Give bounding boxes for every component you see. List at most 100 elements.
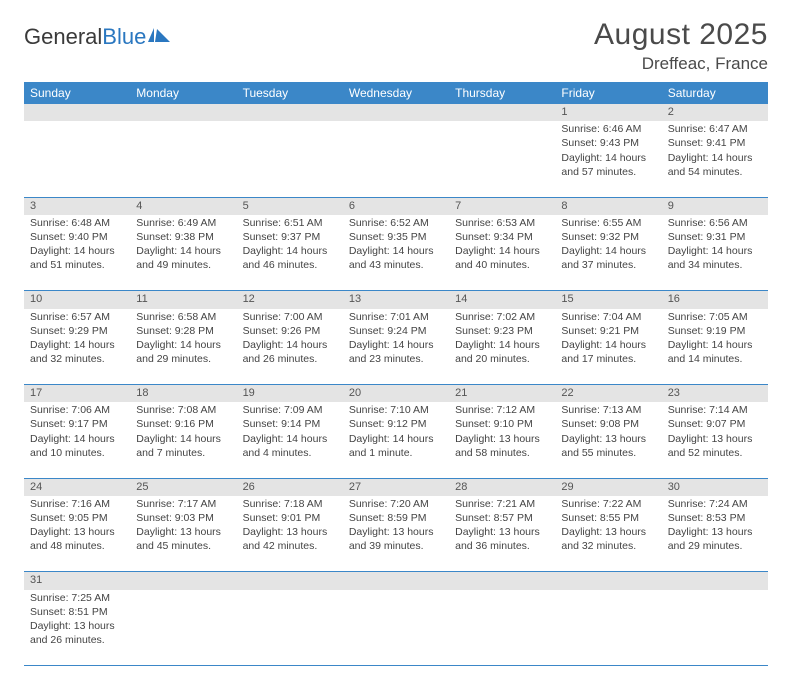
day-number: 17 bbox=[24, 385, 130, 403]
day-cell: Sunrise: 7:02 AMSunset: 9:23 PMDaylight:… bbox=[449, 309, 555, 385]
day-details: Sunrise: 7:06 AMSunset: 9:17 PMDaylight:… bbox=[24, 402, 130, 463]
day-details: Sunrise: 7:20 AMSunset: 8:59 PMDaylight:… bbox=[343, 496, 449, 557]
dayheader-sat: Saturday bbox=[662, 82, 768, 104]
day-details: Sunrise: 7:09 AMSunset: 9:14 PMDaylight:… bbox=[237, 402, 343, 463]
day-number: 28 bbox=[449, 478, 555, 496]
day-number: 5 bbox=[237, 197, 343, 215]
day-cell: Sunrise: 6:48 AMSunset: 9:40 PMDaylight:… bbox=[24, 215, 130, 291]
day-details: Sunrise: 7:25 AMSunset: 8:51 PMDaylight:… bbox=[24, 590, 130, 651]
day-number: 8 bbox=[555, 197, 661, 215]
day-number: 13 bbox=[343, 291, 449, 309]
day-cell bbox=[343, 590, 449, 666]
brand-part2: Blue bbox=[102, 24, 146, 50]
dayheader-wed: Wednesday bbox=[343, 82, 449, 104]
dayheader-tue: Tuesday bbox=[237, 82, 343, 104]
day-cell bbox=[343, 121, 449, 197]
day-number bbox=[130, 104, 236, 121]
day-details: Sunrise: 7:21 AMSunset: 8:57 PMDaylight:… bbox=[449, 496, 555, 557]
daynum-row: 31 bbox=[24, 572, 768, 590]
day-number: 31 bbox=[24, 572, 130, 590]
day-cell: Sunrise: 6:56 AMSunset: 9:31 PMDaylight:… bbox=[662, 215, 768, 291]
day-cell: Sunrise: 7:25 AMSunset: 8:51 PMDaylight:… bbox=[24, 590, 130, 666]
day-cell bbox=[449, 590, 555, 666]
day-number: 6 bbox=[343, 197, 449, 215]
day-number: 3 bbox=[24, 197, 130, 215]
day-details: Sunrise: 7:05 AMSunset: 9:19 PMDaylight:… bbox=[662, 309, 768, 370]
calendar-table: Sunday Monday Tuesday Wednesday Thursday… bbox=[24, 82, 768, 666]
day-cell bbox=[130, 590, 236, 666]
day-details: Sunrise: 7:04 AMSunset: 9:21 PMDaylight:… bbox=[555, 309, 661, 370]
day-details: Sunrise: 6:49 AMSunset: 9:38 PMDaylight:… bbox=[130, 215, 236, 276]
day-cell: Sunrise: 6:57 AMSunset: 9:29 PMDaylight:… bbox=[24, 309, 130, 385]
day-details: Sunrise: 7:02 AMSunset: 9:23 PMDaylight:… bbox=[449, 309, 555, 370]
day-details: Sunrise: 7:00 AMSunset: 9:26 PMDaylight:… bbox=[237, 309, 343, 370]
day-number: 7 bbox=[449, 197, 555, 215]
dayheader-fri: Friday bbox=[555, 82, 661, 104]
day-cell: Sunrise: 7:01 AMSunset: 9:24 PMDaylight:… bbox=[343, 309, 449, 385]
dayheader-sun: Sunday bbox=[24, 82, 130, 104]
day-cell: Sunrise: 7:10 AMSunset: 9:12 PMDaylight:… bbox=[343, 402, 449, 478]
day-number bbox=[343, 104, 449, 121]
day-number: 10 bbox=[24, 291, 130, 309]
day-number bbox=[237, 572, 343, 590]
day-cell: Sunrise: 7:14 AMSunset: 9:07 PMDaylight:… bbox=[662, 402, 768, 478]
day-details: Sunrise: 7:16 AMSunset: 9:05 PMDaylight:… bbox=[24, 496, 130, 557]
day-cell: Sunrise: 6:58 AMSunset: 9:28 PMDaylight:… bbox=[130, 309, 236, 385]
day-number: 22 bbox=[555, 385, 661, 403]
day-cell: Sunrise: 7:04 AMSunset: 9:21 PMDaylight:… bbox=[555, 309, 661, 385]
day-number: 4 bbox=[130, 197, 236, 215]
brand-part1: General bbox=[24, 24, 102, 50]
day-cell: Sunrise: 7:05 AMSunset: 9:19 PMDaylight:… bbox=[662, 309, 768, 385]
day-number: 9 bbox=[662, 197, 768, 215]
day-cell: Sunrise: 7:18 AMSunset: 9:01 PMDaylight:… bbox=[237, 496, 343, 572]
day-cell bbox=[24, 121, 130, 197]
week-row: Sunrise: 7:16 AMSunset: 9:05 PMDaylight:… bbox=[24, 496, 768, 572]
day-number: 21 bbox=[449, 385, 555, 403]
day-cell: Sunrise: 6:55 AMSunset: 9:32 PMDaylight:… bbox=[555, 215, 661, 291]
day-details: Sunrise: 6:53 AMSunset: 9:34 PMDaylight:… bbox=[449, 215, 555, 276]
day-cell: Sunrise: 6:53 AMSunset: 9:34 PMDaylight:… bbox=[449, 215, 555, 291]
day-cell: Sunrise: 7:13 AMSunset: 9:08 PMDaylight:… bbox=[555, 402, 661, 478]
day-cell bbox=[237, 121, 343, 197]
week-row: Sunrise: 6:57 AMSunset: 9:29 PMDaylight:… bbox=[24, 309, 768, 385]
day-cell: Sunrise: 6:51 AMSunset: 9:37 PMDaylight:… bbox=[237, 215, 343, 291]
dayheader-mon: Monday bbox=[130, 82, 236, 104]
day-number: 14 bbox=[449, 291, 555, 309]
day-number: 27 bbox=[343, 478, 449, 496]
day-details: Sunrise: 7:24 AMSunset: 8:53 PMDaylight:… bbox=[662, 496, 768, 557]
day-cell: Sunrise: 6:47 AMSunset: 9:41 PMDaylight:… bbox=[662, 121, 768, 197]
day-cell: Sunrise: 7:16 AMSunset: 9:05 PMDaylight:… bbox=[24, 496, 130, 572]
day-number bbox=[449, 104, 555, 121]
week-row: Sunrise: 6:48 AMSunset: 9:40 PMDaylight:… bbox=[24, 215, 768, 291]
day-cell bbox=[130, 121, 236, 197]
day-cell: Sunrise: 7:08 AMSunset: 9:16 PMDaylight:… bbox=[130, 402, 236, 478]
daynum-row: 3456789 bbox=[24, 197, 768, 215]
day-cell: Sunrise: 7:22 AMSunset: 8:55 PMDaylight:… bbox=[555, 496, 661, 572]
day-details: Sunrise: 6:52 AMSunset: 9:35 PMDaylight:… bbox=[343, 215, 449, 276]
day-cell: Sunrise: 7:24 AMSunset: 8:53 PMDaylight:… bbox=[662, 496, 768, 572]
day-header-row: Sunday Monday Tuesday Wednesday Thursday… bbox=[24, 82, 768, 104]
day-number: 25 bbox=[130, 478, 236, 496]
day-cell: Sunrise: 6:52 AMSunset: 9:35 PMDaylight:… bbox=[343, 215, 449, 291]
day-cell bbox=[662, 590, 768, 666]
day-details: Sunrise: 7:12 AMSunset: 9:10 PMDaylight:… bbox=[449, 402, 555, 463]
day-number bbox=[130, 572, 236, 590]
day-cell: Sunrise: 7:20 AMSunset: 8:59 PMDaylight:… bbox=[343, 496, 449, 572]
day-number: 20 bbox=[343, 385, 449, 403]
day-number: 11 bbox=[130, 291, 236, 309]
month-title: August 2025 bbox=[594, 18, 768, 52]
day-cell: Sunrise: 7:21 AMSunset: 8:57 PMDaylight:… bbox=[449, 496, 555, 572]
day-details: Sunrise: 7:10 AMSunset: 9:12 PMDaylight:… bbox=[343, 402, 449, 463]
day-number: 2 bbox=[662, 104, 768, 121]
title-block: August 2025 Dreffeac, France bbox=[594, 18, 768, 74]
day-details: Sunrise: 6:57 AMSunset: 9:29 PMDaylight:… bbox=[24, 309, 130, 370]
daynum-row: 17181920212223 bbox=[24, 385, 768, 403]
day-cell: Sunrise: 7:17 AMSunset: 9:03 PMDaylight:… bbox=[130, 496, 236, 572]
day-cell: Sunrise: 7:09 AMSunset: 9:14 PMDaylight:… bbox=[237, 402, 343, 478]
day-number: 16 bbox=[662, 291, 768, 309]
day-number bbox=[24, 104, 130, 121]
daynum-row: 12 bbox=[24, 104, 768, 121]
day-number: 30 bbox=[662, 478, 768, 496]
day-details: Sunrise: 6:56 AMSunset: 9:31 PMDaylight:… bbox=[662, 215, 768, 276]
day-cell bbox=[555, 590, 661, 666]
